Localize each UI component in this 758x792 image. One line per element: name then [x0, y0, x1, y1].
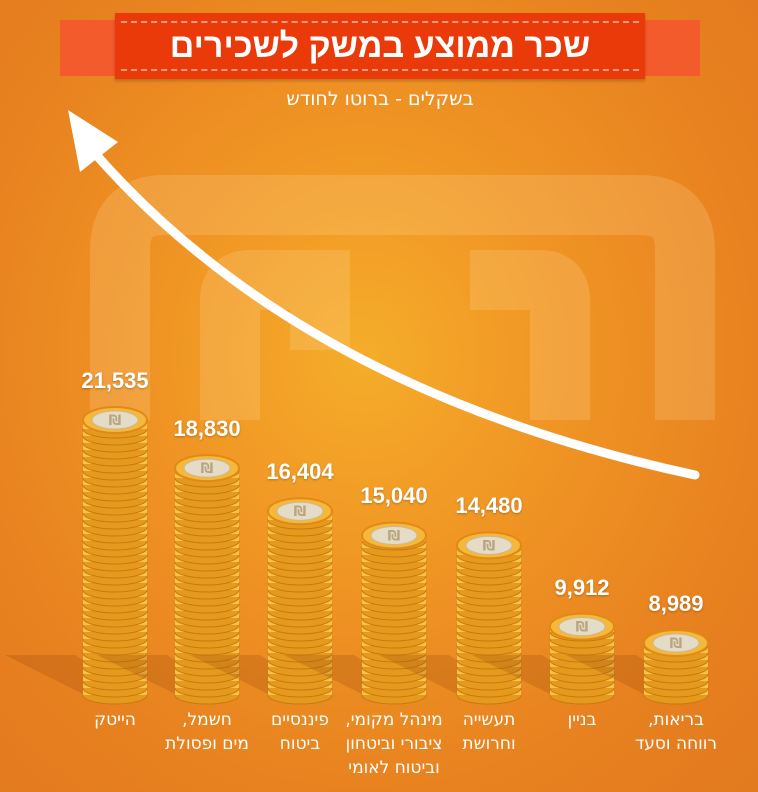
shekel-icon: ₪ — [670, 636, 683, 652]
category-label-line: הייטק — [94, 710, 136, 730]
trend-arrow-head — [68, 110, 118, 172]
value-label: 9,912 — [554, 574, 610, 600]
category-label-line: ביטוח — [279, 734, 321, 754]
category-label-line: פיננסיים — [271, 710, 329, 730]
category-label-line: בריאות, — [648, 710, 704, 730]
value-label: 8,989 — [648, 591, 704, 616]
category-label-line: תעשייה — [462, 710, 516, 730]
coin-face — [183, 458, 231, 478]
category-label: הייטק — [50, 708, 180, 732]
shekel-icon: ₪ — [576, 620, 589, 636]
category-label-line: חשמל, — [182, 710, 232, 730]
coin-stack: ₪ — [190, 497, 333, 705]
coin-stack: ₪ — [379, 531, 522, 705]
coin-stack: ₪ — [284, 521, 427, 705]
shekel-icon: ₪ — [109, 413, 122, 429]
category-label-line: וחרושת — [462, 734, 516, 754]
coin-face — [276, 501, 324, 521]
category-label-line: וביטוח לאומי — [348, 758, 440, 778]
value-label: 18,830 — [173, 416, 241, 442]
chart-title: שכר ממוצע במשק לשכירים — [169, 27, 591, 65]
coin-stack: ₪ — [566, 629, 709, 705]
category-label-line: רווחה וסעד — [634, 734, 718, 754]
coin-face — [91, 410, 139, 430]
value-label: 14,480 — [455, 493, 523, 519]
coin-stack: ₪ — [97, 454, 240, 705]
ribbon-tail-right — [640, 20, 700, 76]
category-label-line: ציבורי וביטחון — [345, 734, 443, 754]
category-label: תעשייה וחרושת — [424, 708, 554, 756]
trend-arrow — [87, 145, 700, 480]
shekel-icon: ₪ — [388, 528, 401, 544]
title-ribbon — [115, 13, 645, 79]
value-label: 16,404 — [266, 459, 334, 485]
category-label-line: בניין — [567, 710, 597, 730]
chart-subtitle: בשקלים - ברוטו לחודש — [286, 88, 474, 110]
shekel-icon: ₪ — [483, 538, 496, 554]
category-label: פיננסיים ביטוח — [235, 708, 365, 756]
coin-stack: ₪ — [5, 406, 148, 705]
category-label: מינהל מקומי, ציבורי וביטחון וביטוח לאומי — [329, 708, 459, 780]
value-label: 15,040 — [360, 483, 428, 509]
value-label: 21,535 — [81, 368, 149, 393]
coin-face — [652, 633, 700, 653]
shekel-icon: ₪ — [294, 504, 307, 520]
shekel-icon: ₪ — [201, 461, 214, 477]
category-label: חשמל, מים ופסולת — [142, 708, 272, 756]
category-label-line: מינהל מקומי, — [345, 710, 443, 730]
category-label: בניין — [517, 708, 647, 732]
category-label-line: מים ופסולת — [165, 734, 249, 754]
ribbon-tail-left — [60, 20, 120, 76]
watermark-logo — [90, 175, 715, 420]
coin-face — [370, 525, 418, 545]
category-label: בריאות, רווחה וסעד — [611, 708, 741, 756]
coin-stack: ₪ — [472, 612, 615, 705]
coin-face — [558, 617, 606, 637]
coin-face — [465, 535, 513, 555]
